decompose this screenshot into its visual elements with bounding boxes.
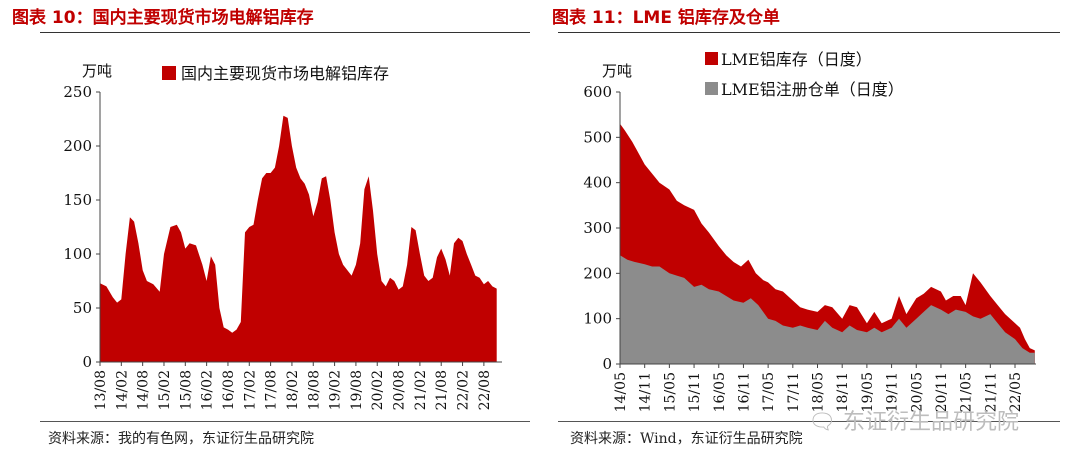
left-legend-swatch: [162, 66, 176, 80]
right-x-tick-label: 17/05: [761, 372, 777, 412]
right-source-rule: [558, 421, 1060, 422]
right-chart-svg: 0 100 200 300 400 500 600 14/05 14/11 15/05 15/11 1…: [583, 50, 1036, 412]
left-x-tick-label: 18/02: [285, 370, 301, 410]
left-y-tick-label: 0: [82, 353, 92, 371]
right-y-tick-label: 500: [583, 128, 612, 146]
left-x-tick-label: 22/08: [477, 370, 493, 410]
left-source-rule: [40, 421, 530, 422]
left-x-tick-label: 14/08: [136, 370, 152, 410]
right-x-tick-label: 20/05: [909, 372, 925, 412]
right-y-tick-label: 0: [602, 355, 612, 373]
left-x-tick-label: 20/08: [392, 370, 408, 410]
left-y-tick-label: 200: [63, 137, 92, 155]
left-y-unit-label: 万吨: [82, 62, 112, 80]
left-x-tick-label: 21/08: [434, 370, 450, 410]
left-series-area-0: [100, 115, 497, 362]
right-legend-label-warrant: LME铝注册仓单（日度）: [721, 80, 904, 99]
right-x-tick-label: 20/11: [934, 372, 950, 412]
right-x-tick-label: 21/05: [959, 372, 975, 412]
left-chart-panel: 图表 10：国内主要现货市场电解铝库存 0 50 100 150 200 250 13/08…: [0, 0, 530, 469]
watermark: 🗨 东证衍生品研究院: [808, 404, 1019, 436]
right-y-tick-label: 200: [583, 264, 612, 282]
right-y-tick-label: 400: [583, 174, 612, 192]
right-x-tick-label: 16/05: [712, 372, 728, 412]
left-x-tick-label: 16/02: [200, 370, 216, 410]
left-x-tick-label: 17/08: [264, 370, 280, 410]
left-chart-source: 资料来源：我的有色网，东证衍生品研究院: [48, 431, 314, 447]
right-x-tick-label: 21/11: [983, 372, 999, 412]
right-chart-source: 资料来源：Wind，东证衍生品研究院: [570, 431, 803, 447]
right-y-tick-label: 600: [583, 83, 612, 101]
right-legend-swatch-stock: [705, 52, 718, 65]
left-x-tick-label: 22/02: [456, 370, 472, 410]
left-title-rule: [40, 32, 530, 33]
left-x-tick-label: 18/08: [306, 370, 322, 410]
left-x-tick-label: 19/08: [349, 370, 365, 410]
left-x-tick-label: 14/02: [114, 370, 130, 410]
left-chart-svg: 0 50 100 150 200 250 13/08 14/02 14/08 15/02 15/08…: [63, 62, 502, 410]
left-legend-label: 国内主要现货市场电解铝库存: [181, 64, 389, 83]
right-y-tick-label: 100: [583, 310, 612, 328]
left-x-tick-label: 15/08: [178, 370, 194, 410]
right-chart-panel: 图表 11：LME 铝库存及仓单 0 100 200 300 400 500 600 14/0…: [540, 0, 1080, 469]
left-y-tick-label: 50: [73, 299, 92, 317]
left-y-tick-label: 150: [63, 191, 92, 209]
left-x-tick-label: 21/02: [413, 370, 429, 410]
left-x-tick-label: 16/08: [221, 370, 237, 410]
right-x-tick-label: 19/05: [860, 372, 876, 412]
right-x-tick-label: 14/05: [613, 372, 629, 412]
right-legend-label-stock: LME铝库存（日度）: [721, 50, 872, 69]
right-title-rule: [558, 32, 1060, 33]
right-chart-title: 图表 11：LME 铝库存及仓单: [552, 8, 780, 28]
right-x-tick-label: 17/11: [786, 372, 802, 412]
left-x-tick-label: 13/08: [93, 370, 109, 410]
watermark-text: 东证衍生品研究院: [842, 410, 1019, 435]
right-y-tick-label: 300: [583, 219, 612, 237]
right-x-tick-label: 22/05: [1008, 372, 1024, 412]
left-y-tick-label: 100: [63, 245, 92, 263]
right-legend-swatch-warrant: [705, 82, 718, 95]
right-series-area-1: [620, 255, 1035, 364]
left-chart-title: 图表 10：国内主要现货市场电解铝库存: [12, 8, 314, 28]
right-x-tick-label: 16/11: [736, 372, 752, 412]
left-x-tick-label: 20/02: [370, 370, 386, 410]
left-x-tick-label: 17/02: [242, 370, 258, 410]
wechat-icon: 🗨: [808, 410, 836, 435]
right-x-tick-label: 15/11: [687, 372, 703, 412]
right-x-tick-label: 18/05: [811, 372, 827, 412]
left-y-tick-label: 250: [63, 83, 92, 101]
right-x-tick-label: 14/11: [638, 372, 654, 412]
right-y-unit-label: 万吨: [602, 62, 632, 80]
left-x-tick-label: 15/02: [157, 370, 173, 410]
right-x-tick-label: 15/05: [662, 372, 678, 412]
left-x-tick-label: 19/02: [328, 370, 344, 410]
right-x-tick-label: 18/11: [835, 372, 851, 412]
right-x-tick-label: 19/11: [885, 372, 901, 412]
